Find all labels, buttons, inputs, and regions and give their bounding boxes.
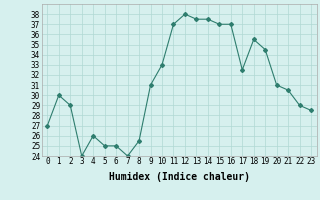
X-axis label: Humidex (Indice chaleur): Humidex (Indice chaleur)	[109, 172, 250, 182]
